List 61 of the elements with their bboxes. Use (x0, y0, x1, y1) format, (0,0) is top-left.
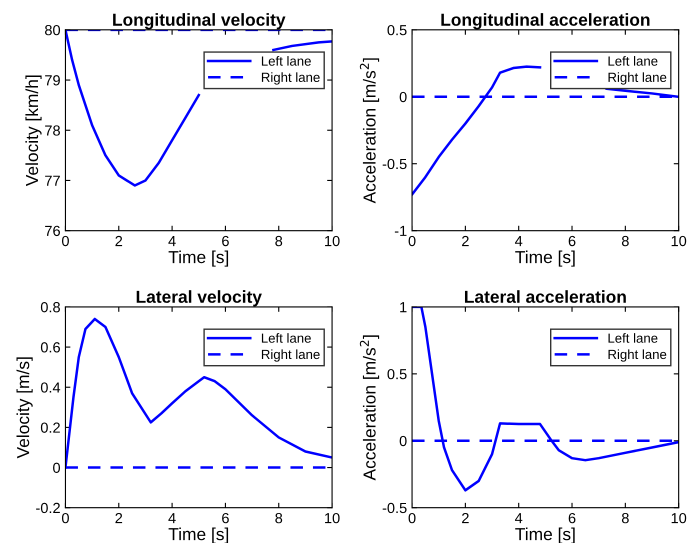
x-tick-label: 2 (462, 236, 469, 246)
y-tick-label: 0.2 (40, 422, 60, 433)
y-tick-label: 78 (45, 125, 60, 136)
y-tick-label: -0.5 (382, 502, 407, 514)
y-tick-label: 0.5 (387, 368, 407, 380)
y-axis-title: Acceleration [m/s$^{2}$] (360, 58, 380, 204)
y-tick-label: -0.5 (382, 158, 407, 170)
y-axis-title: Velocity [km/h] (25, 76, 42, 186)
y-tick-label: 0 (400, 92, 407, 102)
legend-label: Right lane (262, 349, 320, 362)
x-tick-label: 2 (115, 236, 122, 246)
x-axis-title: Time [s] (515, 250, 575, 267)
x-tick-label: 2 (115, 512, 122, 524)
legend-label: Left lane (608, 56, 658, 66)
y-tick-label: 1 (400, 302, 406, 312)
legend-label: Right lane (608, 349, 666, 362)
chart-title: Lateral velocity (136, 290, 262, 306)
x-tick-label: 4 (168, 513, 176, 524)
x-tick-label: 10 (672, 512, 686, 524)
legend-label: Right lane (262, 72, 320, 85)
chart-title: Lateral acceleration (464, 290, 626, 303)
legend-label: Left lane (608, 333, 658, 343)
x-axis-title: Time [s] (168, 250, 228, 267)
x-tick-label: 2 (462, 512, 469, 524)
y-tick-label: -1 (394, 226, 406, 236)
x-tick-label: 8 (622, 236, 629, 246)
y-tick-label: 0 (53, 462, 60, 473)
x-tick-label: 8 (622, 512, 629, 524)
legend-label: Right lane (608, 72, 666, 85)
x-tick-label: 10 (325, 512, 340, 524)
x-tick-label: 4 (514, 236, 522, 246)
y-tick-label: -0.2 (36, 502, 60, 514)
chart-title: Longitudinal velocity (113, 13, 286, 30)
y-tick-label: 0 (400, 436, 407, 446)
x-tick-label: 0 (62, 512, 69, 524)
x-tick-label: 10 (325, 236, 340, 246)
y-tick-label: 77 (45, 176, 60, 186)
x-tick-label: 6 (568, 236, 576, 246)
x-tick-label: 6 (568, 512, 576, 524)
y-tick-label: 0.8 (40, 302, 60, 312)
x-tick-label: 8 (275, 512, 282, 524)
y-tick-label: 76 (45, 226, 60, 236)
x-tick-label: 10 (672, 236, 686, 246)
legend-label: Left lane (262, 56, 311, 66)
x-tick-label: 0 (408, 236, 416, 246)
legend-label: Left lane (262, 333, 311, 343)
x-tick-label: 8 (275, 236, 282, 246)
x-tick-label: 0 (62, 236, 69, 246)
y-axis-title: Acceleration [m/s$^{2}$] (360, 335, 380, 480)
y-tick-label: 0.5 (387, 24, 407, 36)
chart-title: Longitudinal acceleration (441, 13, 650, 30)
x-tick-label: 6 (222, 512, 229, 524)
y-axis-title: Velocity [m/s] (16, 357, 33, 458)
y-tick-label: 0.6 (40, 342, 60, 353)
y-tick-label: 0.4 (40, 382, 60, 393)
y-tick-label: 79 (45, 75, 60, 86)
x-tick-label: 0 (408, 512, 416, 524)
y-tick-label: 80 (45, 24, 60, 36)
x-tick-label: 4 (168, 236, 176, 246)
x-tick-label: 6 (222, 236, 229, 246)
x-tick-label: 4 (514, 513, 522, 524)
